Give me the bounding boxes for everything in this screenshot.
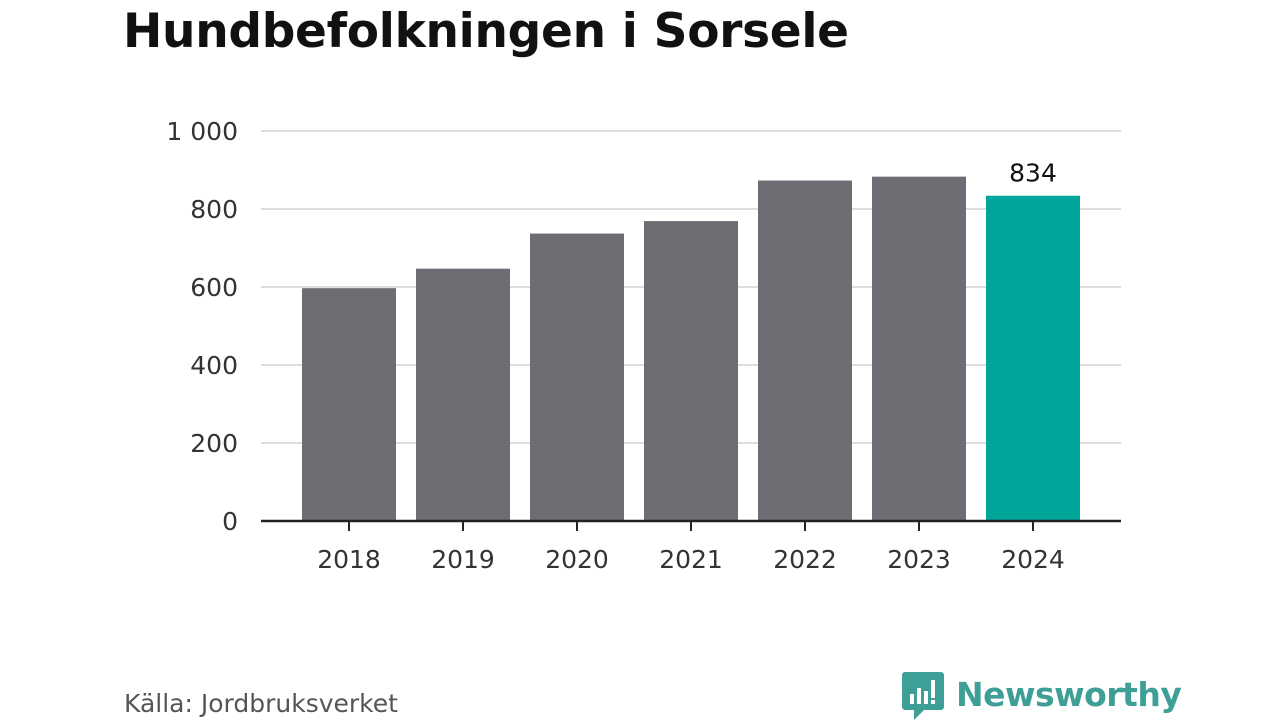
bar-2019 bbox=[416, 268, 510, 521]
bars bbox=[302, 176, 1080, 522]
bar-2020 bbox=[530, 233, 624, 521]
y-tick-label: 1 000 bbox=[166, 117, 238, 146]
y-tick-label: 600 bbox=[190, 273, 238, 302]
x-tick-label: 2019 bbox=[431, 545, 495, 574]
bar-2024 bbox=[986, 195, 1080, 522]
bar-2023 bbox=[872, 176, 966, 521]
axes bbox=[261, 519, 1121, 531]
y-tick-label: 0 bbox=[222, 507, 238, 536]
brand-name: Newsworthy bbox=[956, 675, 1182, 714]
bar-2021 bbox=[644, 221, 738, 521]
source-note: Källa: Jordbruksverket bbox=[124, 689, 398, 718]
bar-chart: 0 200 400 600 800 1 000 2018 2019 2020 2021 2022 20… bbox=[166, 117, 1121, 574]
chart-title: Hundbefolkningen i Sorsele bbox=[123, 4, 849, 59]
bar-2022 bbox=[758, 180, 852, 521]
x-tick-label: 2021 bbox=[659, 545, 723, 574]
y-tick-label: 200 bbox=[190, 429, 238, 458]
x-tick-label: 2018 bbox=[317, 545, 381, 574]
x-tick-label: 2024 bbox=[1001, 545, 1065, 574]
x-tick-label: 2022 bbox=[773, 545, 837, 574]
x-tick-label: 2023 bbox=[887, 545, 951, 574]
newsworthy-logo-icon bbox=[902, 672, 944, 720]
labels: 0 200 400 600 800 1 000 2018 2019 2020 2021 2022 20… bbox=[166, 117, 1064, 574]
newsworthy-logo: Newsworthy bbox=[902, 670, 1182, 720]
x-tick-label: 2020 bbox=[545, 545, 609, 574]
bar-2018 bbox=[302, 288, 396, 521]
y-tick-label: 400 bbox=[190, 351, 238, 380]
y-tick-label: 800 bbox=[190, 195, 238, 224]
data-label: 834 bbox=[1009, 159, 1057, 188]
